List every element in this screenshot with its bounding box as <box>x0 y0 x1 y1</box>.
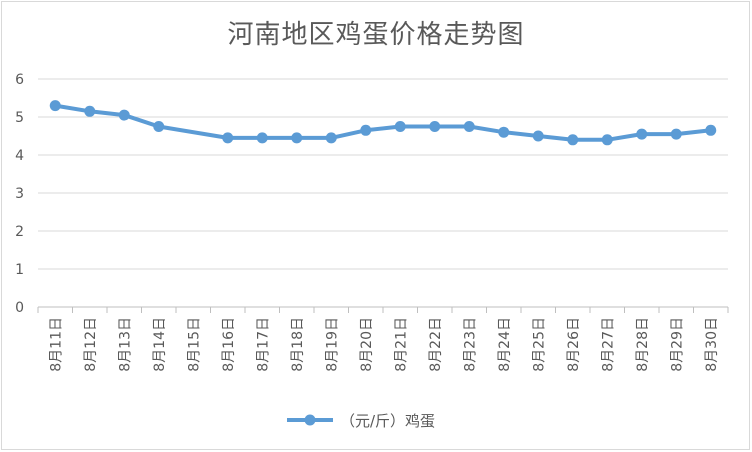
data-point <box>394 121 406 132</box>
data-point <box>153 121 165 132</box>
y-tick-label: 1 <box>15 262 24 278</box>
x-tick-label: 8月11日 <box>48 317 64 372</box>
y-axis-ticks: 0 1 2 3 4 5 6 <box>15 72 24 316</box>
x-tick-label: 8月15日 <box>186 317 202 372</box>
x-tick-label: 8月27日 <box>600 317 616 372</box>
legend-label: （元/斤）鸡蛋 <box>340 412 435 430</box>
data-point <box>360 124 372 136</box>
data-point <box>84 105 96 117</box>
chart-title: 河南地区鸡蛋价格走势图 <box>227 20 525 50</box>
data-point <box>567 134 579 146</box>
x-tick-label: 8月22日 <box>428 317 444 372</box>
series-line <box>53 103 713 142</box>
x-tick-label: 8月21日 <box>393 317 409 372</box>
y-tick-label: 6 <box>15 72 24 88</box>
data-point <box>636 128 648 140</box>
x-tick-label: 8月23日 <box>462 317 478 372</box>
data-point <box>325 132 337 144</box>
data-point <box>601 134 613 146</box>
data-point <box>118 109 130 121</box>
gridlines <box>38 78 728 270</box>
x-tick-label: 8月26日 <box>566 317 582 372</box>
x-tick-label: 8月29日 <box>669 317 685 372</box>
x-axis <box>37 306 729 313</box>
data-point <box>429 121 441 132</box>
y-tick-label: 3 <box>15 186 24 202</box>
data-point <box>670 128 682 140</box>
x-axis-ticks: 8月11日 8月12日 8月13日 8月14日 8月15日 8月16日 8月17日 8月18日… <box>48 317 720 372</box>
legend-marker <box>304 414 316 426</box>
data-point <box>222 132 234 144</box>
x-tick-label: 8月25日 <box>531 317 547 372</box>
data-point <box>49 100 61 112</box>
data-point <box>291 132 303 144</box>
y-tick-label: 4 <box>15 148 24 164</box>
x-tick-label: 8月20日 <box>359 317 375 372</box>
data-point <box>463 121 475 132</box>
series-egg <box>49 100 717 146</box>
x-tick-label: 8月16日 <box>221 317 237 372</box>
x-tick-label: 8月18日 <box>290 317 306 372</box>
x-tick-label: 8月28日 <box>635 317 651 372</box>
x-tick-label: 8月12日 <box>83 317 99 372</box>
y-tick-label: 5 <box>15 110 24 126</box>
legend: （元/斤）鸡蛋 <box>287 412 435 430</box>
x-tick-label: 8月24日 <box>497 317 513 372</box>
y-tick-label: 2 <box>15 224 24 240</box>
x-tick-label: 8月30日 <box>704 317 720 372</box>
x-tick-label: 8月19日 <box>324 317 340 372</box>
data-point <box>498 126 510 138</box>
data-point <box>705 124 717 136</box>
y-tick-label: 0 <box>15 300 24 316</box>
data-point <box>256 132 268 144</box>
data-point <box>532 130 544 142</box>
x-tick-label: 8月13日 <box>117 317 133 372</box>
x-tick-label: 8月14日 <box>152 317 168 372</box>
x-tick-label: 8月17日 <box>255 317 271 372</box>
